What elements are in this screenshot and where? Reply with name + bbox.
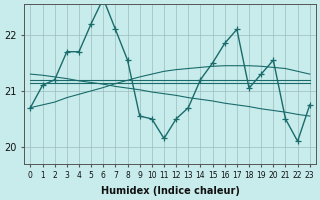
X-axis label: Humidex (Indice chaleur): Humidex (Indice chaleur) [100,186,239,196]
